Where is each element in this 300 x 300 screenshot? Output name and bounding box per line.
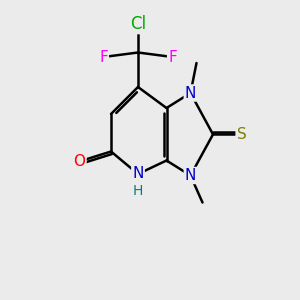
Text: S: S <box>237 127 246 142</box>
Text: O: O <box>74 154 86 169</box>
Text: F: F <box>99 50 108 64</box>
Text: H: H <box>132 184 142 198</box>
Text: N: N <box>185 168 196 183</box>
Text: N: N <box>185 85 196 100</box>
Text: F: F <box>168 50 177 64</box>
Text: Cl: Cl <box>130 15 146 33</box>
Text: N: N <box>132 167 144 182</box>
